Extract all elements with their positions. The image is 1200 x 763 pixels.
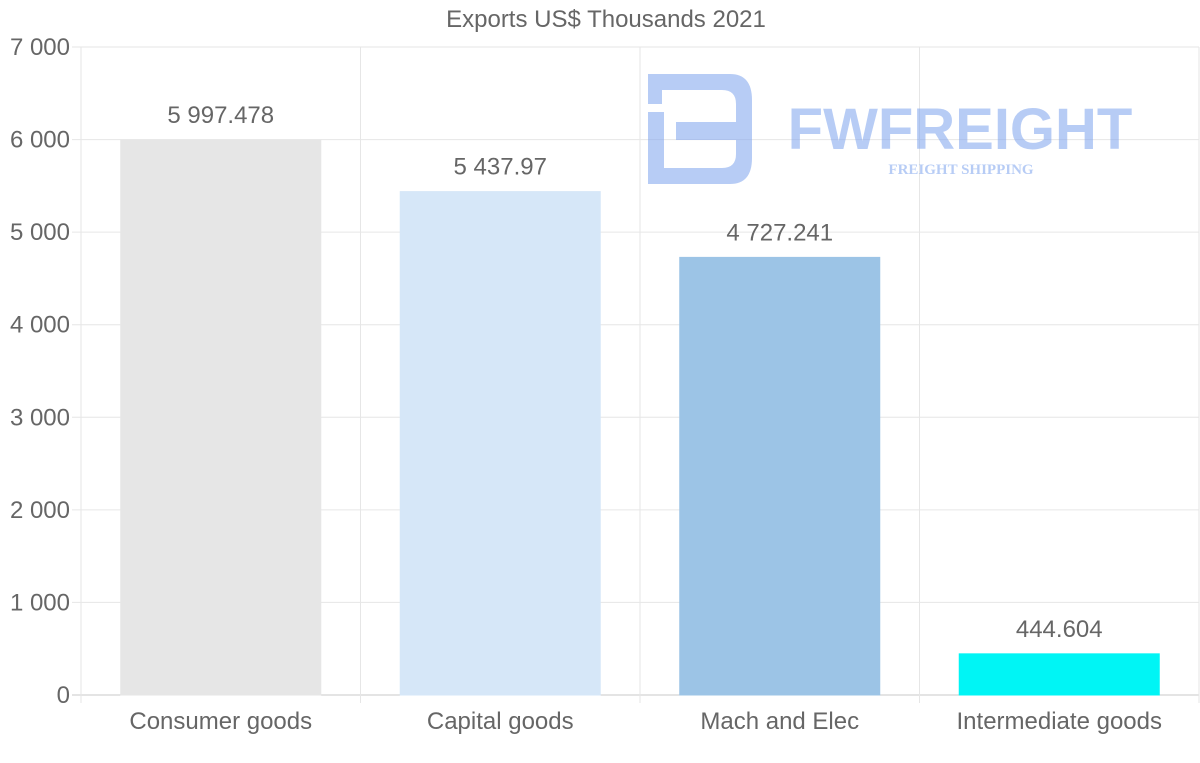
- x-tick-label: Intermediate goods: [957, 708, 1162, 735]
- chart-title: Exports US$ Thousands 2021: [446, 6, 766, 33]
- data-label: 5 997.478: [167, 102, 274, 129]
- y-tick-label: 2 000: [10, 497, 70, 524]
- watermark-logo-icon: [648, 74, 752, 184]
- data-label: 4 727.241: [726, 219, 833, 246]
- y-tick-label: 5 000: [10, 219, 70, 246]
- watermark-brand: FWFREIGHT: [788, 97, 1133, 162]
- y-tick-label: 3 000: [10, 404, 70, 431]
- x-tick-label: Capital goods: [427, 708, 574, 735]
- x-tick-label: Mach and Elec: [700, 708, 859, 735]
- x-tick-label: Consumer goods: [129, 708, 312, 735]
- y-tick-label: 1 000: [10, 589, 70, 616]
- y-tick-label: 0: [57, 682, 70, 709]
- watermark-logo: FWFREIGHT FREIGHT SHIPPING: [648, 74, 1132, 184]
- watermark-tagline: FREIGHT SHIPPING: [888, 162, 1033, 178]
- y-tick-label: 6 000: [10, 127, 70, 154]
- data-labels: 5 997.478 5 437.97 4 727.241 444.604: [167, 102, 1102, 643]
- data-label: 444.604: [1016, 616, 1103, 643]
- axes: 0 1 000 2 000 3 000 4 000 5 000 6 000 7 000 Cons…: [10, 34, 1162, 735]
- bar: [958, 653, 1160, 696]
- bar: [679, 256, 881, 696]
- bar: [399, 191, 601, 696]
- watermark-logo-icon-bar: [648, 112, 664, 184]
- bar: [120, 139, 322, 696]
- y-tick-label: 4 000: [10, 312, 70, 339]
- bars: [120, 139, 1160, 696]
- data-label: 5 437.97: [454, 154, 547, 181]
- y-tick-label: 7 000: [10, 34, 70, 61]
